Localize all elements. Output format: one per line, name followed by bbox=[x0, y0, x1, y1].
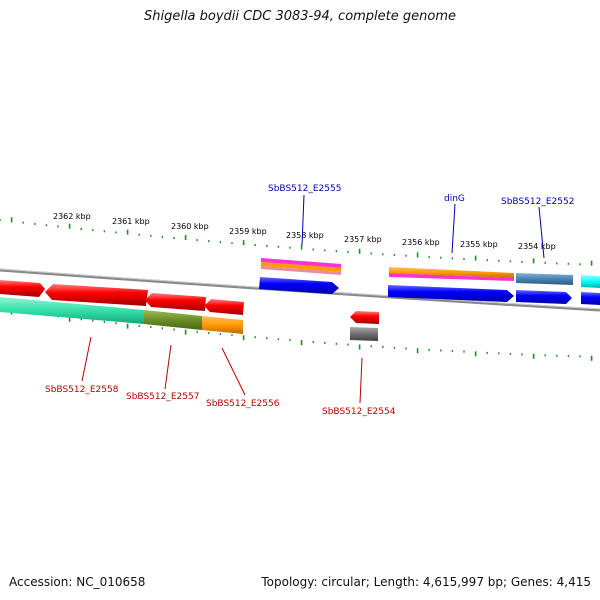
accession-text: Accession: NC_010658 bbox=[9, 575, 146, 589]
feature-orange-E2556 bbox=[202, 316, 243, 334]
feature-teal bbox=[0, 297, 144, 324]
feature-gray bbox=[350, 327, 378, 341]
leader-line bbox=[301, 194, 305, 246]
kbp-label: 2358 kbp bbox=[286, 231, 324, 240]
gene-label-dinG: dinG bbox=[444, 194, 465, 204]
feature-pink bbox=[261, 266, 341, 275]
leader-line bbox=[81, 336, 92, 382]
leader-line bbox=[451, 203, 456, 254]
gene-E2559-arrow bbox=[0, 280, 45, 297]
gene-E2554-arrow bbox=[350, 311, 379, 324]
gene-label-E2554: SbBS512_E2554 bbox=[322, 407, 396, 417]
forward-strand-features bbox=[259, 258, 600, 305]
feature-cyan bbox=[581, 275, 600, 288]
top-gene-labels: SbBS512_E2555 dinG SbBS512_E2552 bbox=[268, 184, 574, 259]
kbp-label: 2359 kbp bbox=[229, 227, 267, 236]
feature-E2555-stack bbox=[259, 258, 341, 294]
kbp-label: 2357 kbp bbox=[344, 235, 382, 244]
gene-E2557-arrow bbox=[145, 293, 206, 311]
kbp-label: 2360 kbp bbox=[171, 222, 209, 231]
gene-label-E2555: SbBS512_E2555 bbox=[268, 184, 341, 194]
gene-E2555-arrow bbox=[259, 277, 339, 294]
bottom-gene-labels: SbBS512_E2558 SbBS512_E2557 SbBS512_E255… bbox=[45, 336, 396, 417]
feature-steel-E2552 bbox=[516, 273, 573, 285]
kbp-label: 2354 kbp bbox=[518, 242, 556, 251]
feature-magenta bbox=[261, 258, 341, 268]
kbp-label: 2355 kbp bbox=[460, 240, 498, 249]
leader-line bbox=[538, 206, 545, 259]
kbp-label: 2361 kbp bbox=[112, 217, 150, 226]
outer-tick-ring bbox=[0, 217, 593, 266]
feature-olive bbox=[144, 310, 202, 330]
gene-label-E2557: SbBS512_E2557 bbox=[126, 392, 199, 402]
inner-tick-ring bbox=[0, 308, 593, 361]
gene-label-E2556: SbBS512_E2556 bbox=[206, 399, 280, 409]
gene-label-E2558: SbBS512_E2558 bbox=[45, 385, 119, 395]
leader-line bbox=[359, 357, 363, 404]
gene-dinG-arrow bbox=[388, 285, 514, 302]
gene-label-E2552: SbBS512_E2552 bbox=[501, 197, 574, 207]
leader-line bbox=[221, 347, 246, 396]
gene-next-arrow bbox=[581, 292, 600, 305]
leader-line bbox=[164, 344, 172, 390]
feature-orange bbox=[261, 262, 341, 272]
gene-E2556-arrow bbox=[204, 299, 244, 315]
feature-magenta-dinG bbox=[389, 273, 514, 281]
kbp-labels: 2362 kbp 2361 kbp 2360 kbp 2359 kbp 2358… bbox=[53, 212, 556, 251]
gene-E2558-arrow bbox=[45, 284, 148, 306]
genome-stats-text: Topology: circular; Length: 4,615,997 bp… bbox=[261, 575, 591, 589]
kbp-label: 2362 kbp bbox=[53, 212, 91, 221]
feature-dinG-stack bbox=[388, 267, 600, 305]
map-title: Shigella boydii CDC 3083-94, complete ge… bbox=[143, 9, 457, 24]
reverse-strand-features bbox=[0, 280, 379, 341]
feature-orange-dinG bbox=[389, 267, 514, 278]
kbp-label: 2356 kbp bbox=[402, 238, 440, 247]
gene-E2552-arrow bbox=[516, 290, 572, 304]
